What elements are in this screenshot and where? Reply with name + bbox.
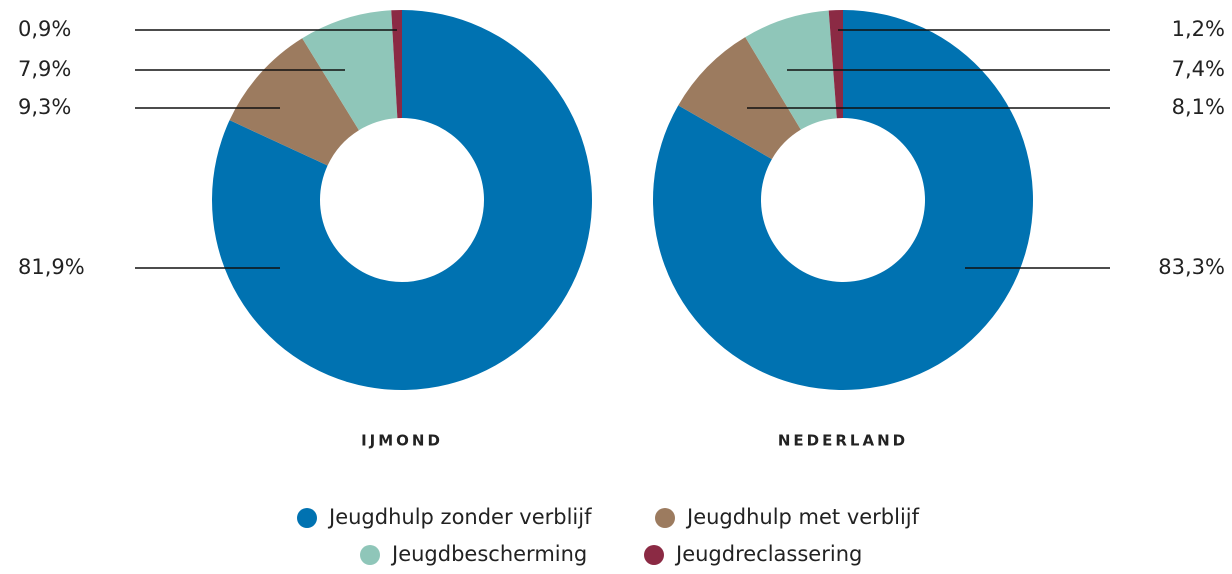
value-label: 7,9% [18,57,71,81]
donut-slice [229,38,359,166]
value-label: 81,9% [18,255,85,279]
legend-swatch [297,508,317,528]
donut-slice [678,37,801,160]
legend-label: Jeugdhulp met verblijf [685,505,920,529]
donut-slice [391,10,402,119]
donut-slice [302,10,398,131]
value-label: 83,3% [1158,255,1225,279]
value-label: 7,4% [1172,57,1225,81]
chart-title: NEDERLAND [778,432,908,450]
legend-swatch [644,545,664,565]
value-label: 1,2% [1172,17,1225,41]
legend-swatch [655,508,675,528]
donut-slice [828,10,843,119]
donut-slice [211,10,592,391]
value-label: 8,1% [1172,95,1225,119]
value-label: 0,9% [18,17,71,41]
legend-label: Jeugdhulp zonder verblijf [327,505,592,529]
legend-label: Jeugdreclassering [674,542,862,566]
value-label: 9,3% [18,95,71,119]
donut-slice [653,10,1034,390]
legend-label: Jeugdbescherming [390,542,587,566]
chart-title: IJMOND [361,432,443,450]
legend-swatch [360,545,380,565]
